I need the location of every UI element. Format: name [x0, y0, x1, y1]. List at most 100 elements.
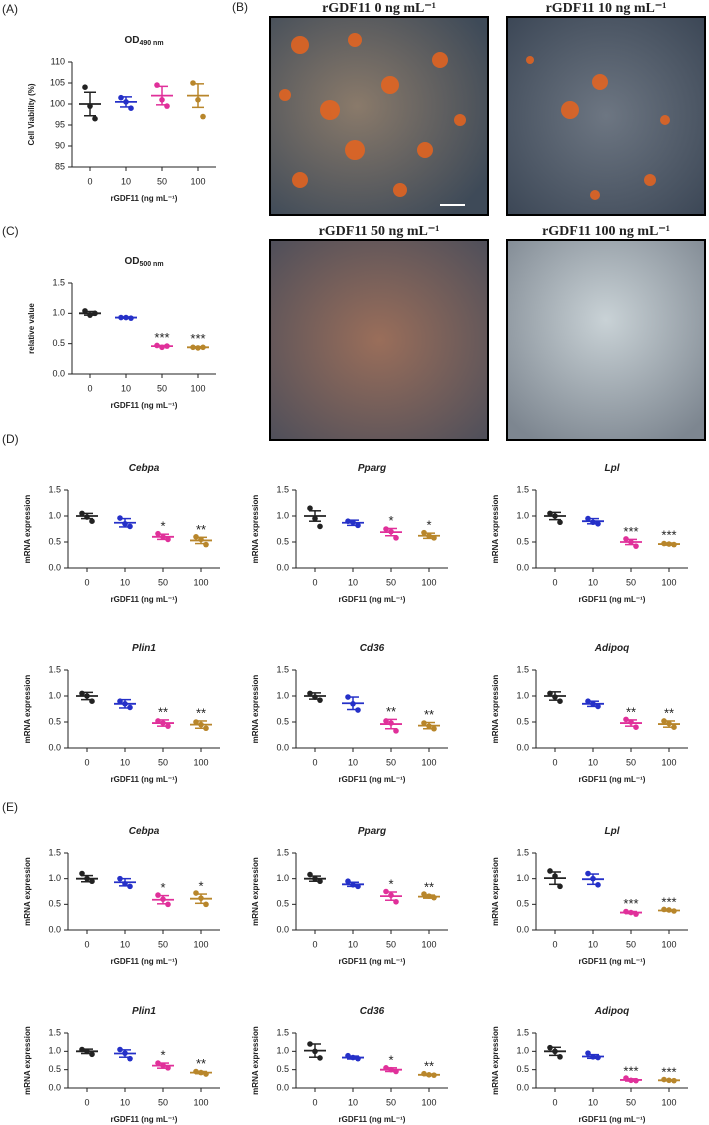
y-tick-label: 110 [51, 56, 65, 66]
data-point [666, 720, 672, 727]
micrograph [506, 239, 706, 441]
y-tick-label: 0.0 [276, 924, 289, 934]
data-point [312, 1048, 318, 1055]
panel-label: (E) [2, 800, 18, 814]
data-point [89, 698, 95, 704]
y-tick-label: 0.0 [516, 1082, 529, 1092]
x-tick-label: 0 [552, 757, 557, 767]
data-point [127, 1055, 133, 1062]
significance-label: * [388, 876, 393, 891]
y-tick-label: 1.5 [276, 664, 289, 674]
y-axis-label: mRNA expression [251, 1026, 260, 1095]
data-point [431, 535, 437, 541]
data-point [623, 716, 629, 723]
x-axis-label: rGDF11 (ng mL⁻¹) [339, 957, 406, 966]
data-point [84, 514, 90, 520]
y-tick-label: 0.0 [48, 562, 61, 572]
x-axis-label: rGDF11 (ng mL⁻¹) [339, 775, 406, 784]
chart-title-text: OD [124, 35, 139, 46]
y-tick-label: 0.0 [516, 742, 529, 752]
data-point [117, 698, 123, 704]
significance-label: * [388, 513, 393, 528]
x-tick-label: 10 [588, 757, 598, 767]
x-axis-label: rGDF11 (ng mL⁻¹) [111, 775, 178, 784]
x-tick-label: 10 [121, 176, 131, 186]
data-point [623, 908, 629, 915]
x-tick-label: 50 [157, 176, 167, 186]
micrograph [269, 239, 489, 441]
x-axis-label: rGDF11 (ng mL⁻¹) [111, 401, 178, 410]
x-axis-label: rGDF11 (ng mL⁻¹) [339, 595, 406, 604]
data-point [128, 105, 134, 111]
data-point [628, 539, 634, 545]
image-title: rGDF11 0 ng mL⁻¹ [322, 1, 436, 16]
data-point [200, 344, 206, 351]
x-axis-label: rGDF11 (ng mL⁻¹) [579, 775, 646, 784]
data-point [312, 694, 318, 700]
x-tick-label: 10 [348, 577, 358, 587]
x-axis-label: rGDF11 (ng mL⁻¹) [579, 1115, 646, 1124]
data-point [82, 84, 88, 90]
y-tick-label: 1.0 [48, 1046, 61, 1056]
chart-title-subscript: 490 nm [139, 40, 163, 47]
data-point [193, 534, 199, 540]
chart-title: Lpl [605, 463, 620, 474]
data-point [154, 82, 160, 88]
data-point [84, 693, 90, 699]
data-point [118, 314, 124, 321]
x-tick-label: 50 [158, 1097, 168, 1107]
data-point [312, 875, 318, 882]
data-point [159, 344, 165, 351]
x-axis-label: rGDF11 (ng mL⁻¹) [579, 957, 646, 966]
data-point [122, 881, 128, 887]
data-point [431, 1072, 437, 1078]
data-point [122, 1050, 128, 1056]
chart-title-text: Pparg [358, 463, 386, 474]
data-point [393, 1068, 399, 1075]
y-tick-label: 0.0 [276, 1082, 289, 1092]
x-tick-label: 10 [120, 757, 130, 767]
x-tick-label: 0 [312, 1097, 317, 1107]
chart-title-text: Adipoq [594, 643, 629, 654]
data-point [92, 115, 98, 122]
y-tick-label: 0.0 [276, 562, 289, 572]
data-point [671, 541, 677, 548]
x-tick-label: 100 [193, 939, 208, 949]
y-tick-label: 0.5 [516, 536, 529, 546]
data-point [198, 895, 204, 901]
y-axis-label: mRNA expression [491, 857, 500, 926]
chart-title: Plin1 [132, 643, 156, 654]
x-tick-label: 50 [386, 1097, 396, 1107]
data-point [165, 1065, 171, 1071]
data-point [155, 530, 161, 537]
data-point [383, 526, 389, 532]
x-tick-label: 100 [421, 757, 436, 767]
data-point [421, 891, 427, 897]
y-tick-label: 0.0 [516, 562, 529, 572]
data-point [585, 870, 591, 877]
data-point [393, 535, 399, 541]
chart-title: Adipoq [594, 643, 629, 654]
chart-title: Cd36 [360, 643, 385, 654]
x-tick-label: 10 [588, 1097, 598, 1107]
data-point [671, 1077, 677, 1084]
chart-title-text: Lpl [605, 826, 620, 837]
chart-title: Pparg [358, 463, 386, 474]
significance-label: ** [196, 1056, 206, 1071]
y-tick-label: 0.5 [48, 899, 61, 909]
data-point [590, 875, 596, 882]
significance-label: ** [196, 705, 206, 720]
x-tick-label: 0 [87, 383, 92, 393]
image-title: rGDF11 50 ng mL⁻¹ [319, 224, 440, 239]
y-tick-label: 1.0 [516, 1046, 529, 1056]
y-tick-label: 0.0 [48, 742, 61, 752]
x-tick-label: 50 [157, 383, 167, 393]
y-tick-label: 105 [50, 77, 65, 87]
chart-title-text: Cd36 [360, 643, 385, 654]
panel-label: (D) [2, 432, 19, 446]
x-axis-label: rGDF11 (ng mL⁻¹) [111, 957, 178, 966]
chart-title-subscript: 500 nm [139, 261, 163, 268]
significance-label: ** [626, 704, 636, 719]
data-point [350, 519, 356, 526]
y-tick-label: 1.5 [276, 484, 289, 494]
